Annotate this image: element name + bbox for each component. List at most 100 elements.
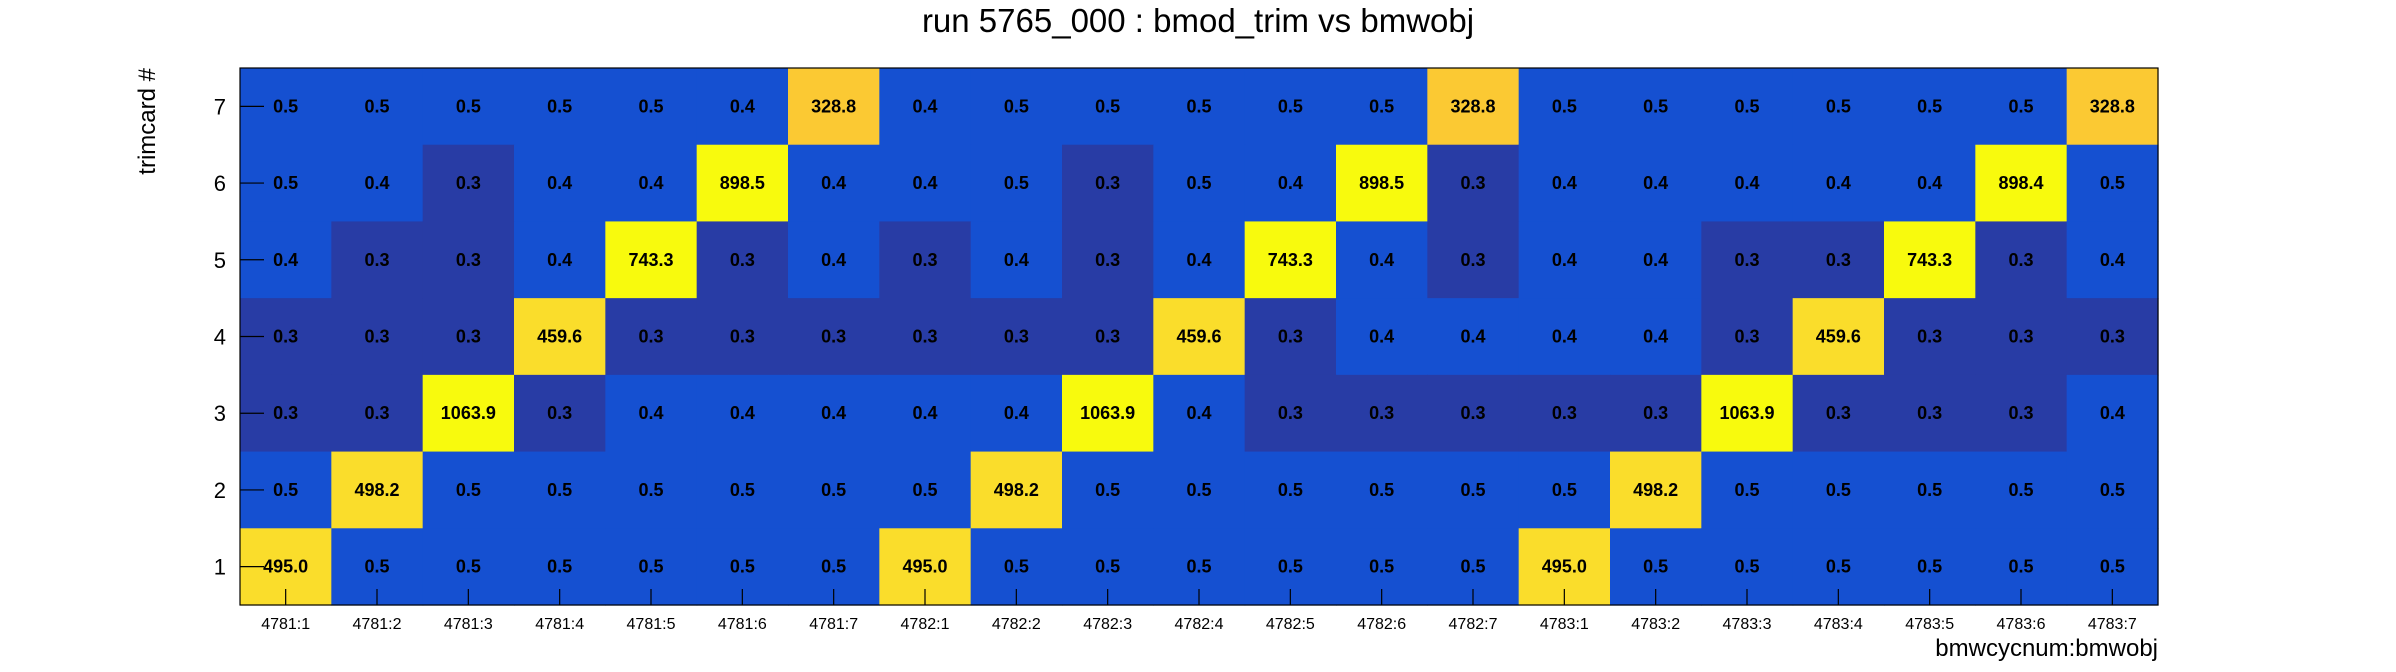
cell-value-label: 0.3 (912, 327, 937, 347)
heatmap-cell (1427, 221, 1520, 299)
heatmap-cell (1701, 221, 1794, 299)
heatmap-cell (1518, 221, 1611, 299)
cell-value-label: 898.5 (1359, 173, 1404, 193)
heatmap-cell (2066, 144, 2159, 223)
x-tick-label: 4783:4 (1814, 616, 1863, 633)
heatmap-cell (514, 374, 606, 453)
heatmap-cell (422, 68, 515, 146)
heatmap-cell (1610, 144, 1702, 223)
heatmap-cell (879, 144, 972, 223)
heatmap-cell (1975, 451, 2068, 529)
heatmap-cell (1518, 374, 1611, 453)
heatmap-cell (331, 144, 424, 223)
cell-value-label: 0.5 (1004, 557, 1029, 577)
cell-value-label: 0.3 (1643, 403, 1668, 423)
heatmap-cell (1975, 298, 2068, 376)
cell-value-label: 0.4 (1186, 403, 1211, 423)
heatmap-cell (422, 144, 515, 223)
heatmap-cell (970, 374, 1063, 453)
heatmap-cell (1062, 68, 1154, 146)
heatmap-cell (970, 221, 1063, 299)
cell-value-label: 0.5 (456, 557, 481, 577)
cell-value-label: 0.3 (273, 403, 298, 423)
cell-value-label: 0.4 (1004, 403, 1029, 423)
heatmap-cell (696, 68, 789, 146)
cell-value-label: 459.6 (1816, 327, 1861, 347)
heatmap-cell (1792, 68, 1885, 146)
cell-value-label: 0.5 (1643, 96, 1668, 116)
y-tick-label: 3 (214, 401, 226, 426)
chart-title: run 5765_000 : bmod_trim vs bmwobj (922, 2, 1474, 39)
heatmap-cell (514, 144, 606, 223)
heatmap-cell (1153, 374, 1246, 453)
heatmap-cell (788, 144, 880, 223)
cell-value-label: 0.5 (1460, 557, 1485, 577)
cell-value-label: 0.4 (1917, 173, 1942, 193)
cell-value-label: 0.4 (912, 96, 937, 116)
heatmap-cell (605, 68, 698, 146)
heatmap-cell (2066, 68, 2159, 146)
heatmap-cell (1792, 144, 1885, 223)
heatmap-cell (1427, 298, 1520, 376)
heatmap-cell (1975, 144, 2068, 223)
cell-value-label: 0.5 (1826, 480, 1851, 500)
heatmap-cell (1610, 374, 1702, 453)
cell-value-label: 0.5 (912, 480, 937, 500)
cell-value-label: 0.3 (1917, 327, 1942, 347)
cell-value-label: 0.5 (2008, 96, 2033, 116)
heatmap-cell (1153, 298, 1246, 376)
heatmap-cell (788, 451, 880, 529)
cell-value-label: 0.5 (547, 557, 572, 577)
cell-value-label: 0.4 (1643, 250, 1668, 270)
x-tick-label: 4782:3 (1083, 616, 1132, 633)
cell-value-label: 498.2 (1633, 480, 1678, 500)
cell-value-label: 0.4 (638, 173, 663, 193)
x-tick-label: 4783:6 (1997, 616, 2046, 633)
heatmap-cell (514, 298, 606, 376)
heatmap-cell (1701, 68, 1794, 146)
cell-value-label: 0.3 (273, 327, 298, 347)
x-axis-title: bmwcycnum:bmwobj (1935, 635, 2158, 662)
heatmap-cell (970, 68, 1063, 146)
cell-value-label: 0.3 (364, 327, 389, 347)
heatmap-cell (1427, 68, 1520, 146)
heatmap-cell (696, 374, 789, 453)
x-tick-label: 4781:4 (535, 616, 584, 633)
cell-value-label: 495.0 (1542, 557, 1587, 577)
cell-value-label: 328.8 (2090, 96, 2135, 116)
heatmap-cell (788, 68, 880, 146)
heatmap-cell (1427, 144, 1520, 223)
heatmap-cell (696, 298, 789, 376)
x-tick-label: 4782:5 (1266, 616, 1315, 633)
cell-value-label: 1063.9 (1080, 403, 1135, 423)
heatmap-cell (1244, 221, 1337, 299)
cell-value-label: 0.5 (1369, 96, 1394, 116)
cell-value-label: 0.5 (638, 480, 663, 500)
cell-value-label: 0.3 (1278, 327, 1303, 347)
cell-value-label: 0.4 (1552, 250, 1577, 270)
y-tick-label: 7 (214, 94, 226, 119)
cell-value-label: 0.5 (730, 480, 755, 500)
cell-value-label: 328.8 (811, 96, 856, 116)
cell-value-label: 0.5 (2008, 557, 2033, 577)
heatmap-cell (1336, 221, 1428, 299)
heatmap-cell (1701, 144, 1794, 223)
heatmap-cell (2066, 298, 2159, 376)
cell-value-label: 0.4 (2100, 250, 2125, 270)
heatmap-cell (1062, 374, 1154, 453)
heatmap-cell (970, 298, 1063, 376)
heatmap-cell (331, 374, 424, 453)
cell-value-label: 0.4 (912, 173, 937, 193)
cell-value-label: 0.4 (821, 250, 846, 270)
heatmap-cell (1244, 144, 1337, 223)
heatmap-cell (1792, 221, 1885, 299)
cell-value-label: 0.5 (2100, 173, 2125, 193)
heatmap-cell (879, 221, 972, 299)
heatmap-cell (1975, 68, 2068, 146)
cell-value-label: 0.3 (1004, 327, 1029, 347)
heatmap-cell (1062, 298, 1154, 376)
heatmap-cell (605, 144, 698, 223)
heatmap-cell (788, 221, 880, 299)
y-tick-label: 6 (214, 171, 226, 196)
cell-value-label: 0.3 (638, 327, 663, 347)
